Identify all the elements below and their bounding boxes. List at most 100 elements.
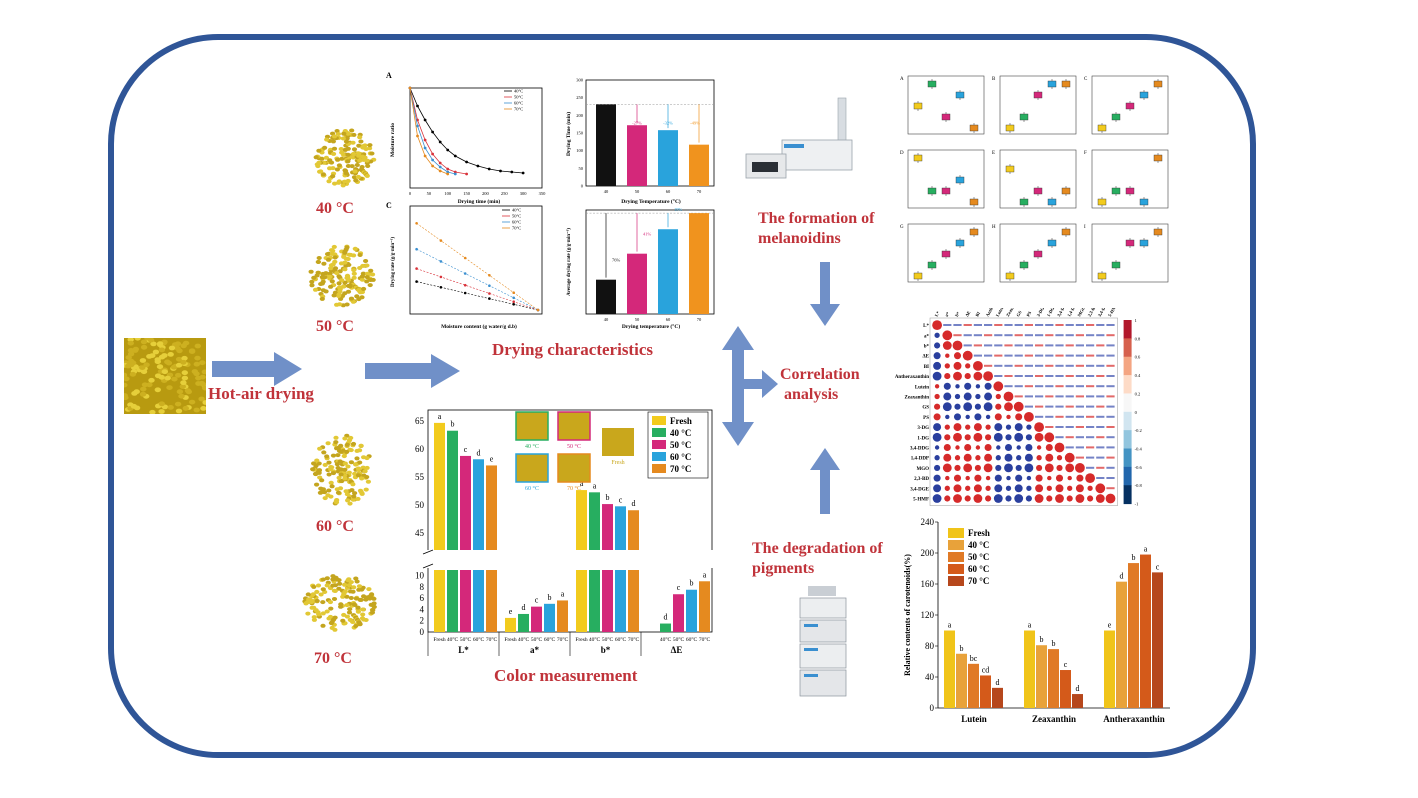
correlation-value [1106,405,1115,408]
pollen-grain [134,338,141,341]
correlation-circle [933,352,941,360]
bar [689,213,709,314]
bar [486,570,497,632]
column-label: PS [1025,310,1032,317]
pollen-grain [171,376,178,382]
pollen-grain [324,137,330,142]
x-tick-label: 150 [463,191,471,196]
pollen-grain [361,594,367,599]
panel-letter: I [1084,225,1086,230]
box [1061,187,1071,195]
box [1153,80,1163,88]
correlation-value [1096,375,1105,377]
correlation-value [1045,385,1054,388]
y-tick-label: 200 [576,113,584,118]
correlation-circle [953,361,962,370]
correlation-circle [953,474,962,482]
correlation-value [1014,385,1023,388]
correlation-value [1065,436,1074,439]
correlation-circle [1047,475,1052,481]
panel-letter: C [1084,77,1088,82]
pollen-grain [344,276,350,280]
pollen-grain [127,348,135,353]
pollen-grain [369,610,375,615]
pollen-grain [320,279,326,284]
y-tick-label: 6 [420,593,425,603]
pollen-grain [354,579,360,584]
temp-label-40: 40 °C [316,200,354,217]
pollen-grain [332,181,338,186]
pollen-pile-40 [313,128,377,188]
x-tick-label: 350 [539,191,547,196]
correlation-circle [993,494,1003,503]
data-point [439,286,443,289]
pollen-grain [164,359,171,365]
pollen-grain [322,496,328,501]
significance-letter: a [1144,545,1148,554]
pollen-grain [344,442,350,447]
pollen-grain [319,489,326,494]
box [1097,272,1107,280]
correlation-circle [1044,432,1055,443]
pollen-grain [311,584,317,589]
pollen-grain [320,577,326,582]
pollen-grain [175,362,183,368]
panel-letter: H [992,225,996,230]
bar [576,570,587,632]
pollen-grain [321,261,327,266]
correlation-circle [974,464,981,471]
pollen-grain [323,155,329,160]
pollen-grain [351,175,358,180]
correlation-value [1106,375,1115,377]
box [1125,187,1135,195]
x-tick-label: Antheraxanthin [1103,714,1165,724]
pollen-grain [125,355,132,360]
y-tick-label: 45 [415,528,425,538]
correlation-circle [1075,463,1085,473]
correlation-value [1106,436,1115,439]
pollen-grain [332,255,338,260]
melanoidins-label-line2: melanoidins [758,230,841,247]
box [969,198,979,206]
bar-sub-label: 70°C [557,636,569,643]
correlation-circle [934,464,941,471]
correlation-circle [994,484,1003,493]
correlation-circle [974,413,982,421]
pollen-grain [345,498,351,503]
correlation-value [1024,405,1033,408]
correlation-value [1004,344,1013,347]
pollen-grain [339,278,345,283]
box [927,261,937,269]
pollen-grain [158,409,165,414]
panel-letter: E [992,151,995,156]
pollen-grain [308,269,314,274]
correlation-value [963,334,972,337]
pollen-grain [322,462,328,467]
pollen-grain [345,464,351,469]
pollen-grain [336,179,342,184]
panel-c-drying-rate: C Moisture content (g water/g d.b) Dryin… [386,201,543,330]
correlation-circle [1026,475,1032,481]
correlation-circle [985,414,991,420]
correlation-value [1065,334,1074,337]
y-tick-label: 40 [925,672,935,682]
correlation-value [1086,364,1095,367]
pollen-grain [351,494,357,499]
pollen-grain [175,408,183,414]
to-charts-arrow [365,354,460,388]
correlation-value [1086,446,1095,449]
correlation-circle [1065,463,1075,473]
box [1125,239,1135,247]
correlation-circle [1024,412,1034,422]
pollen-grain [340,136,346,141]
pollen-grain [355,174,361,179]
percent-label: 41% [643,232,652,237]
correlation-value [1065,364,1074,367]
y-tick-label: 55 [415,472,425,482]
correlation-value [953,334,962,337]
pollen-grain [342,267,348,272]
pollen-grain [359,165,365,169]
correlation-circle [934,384,940,389]
pollen-pile-60 [310,433,372,506]
bar [1104,630,1115,708]
